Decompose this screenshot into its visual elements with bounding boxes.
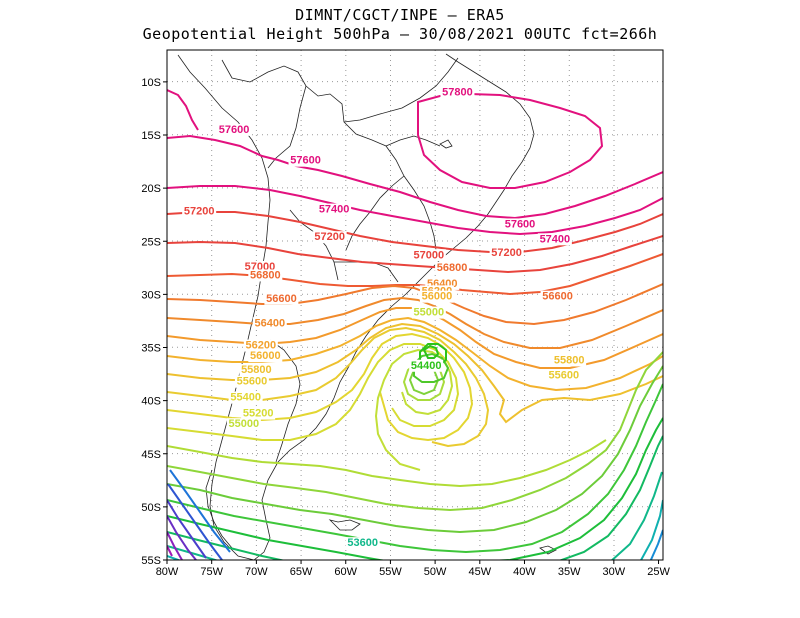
lat-tick-label: 10S [141, 77, 161, 89]
contour-label: 57400 [540, 233, 571, 245]
lon-tick-label: 80W [156, 566, 179, 578]
contour-label-background [546, 369, 581, 382]
contour-label: 57600 [290, 155, 321, 167]
contour-label-background [182, 205, 217, 218]
contour-label: 54400 [411, 360, 442, 372]
contour-label-background [540, 290, 575, 303]
lat-tick-label: 35S [141, 343, 161, 355]
contour-label-background [489, 247, 524, 260]
lat-tick-label: 45S [141, 449, 161, 461]
contour-label-background [264, 292, 299, 305]
contour-label: 55000 [229, 418, 260, 430]
contour-label: 56800 [437, 262, 468, 274]
contour-label-background [411, 306, 446, 319]
lat-tick-label: 20S [141, 183, 161, 195]
contour-label: 57000 [414, 249, 445, 261]
map-title-line-1: DIMNT/CGCT/INPE – ERA5 [295, 6, 505, 24]
lat-tick-label: 25S [141, 236, 161, 248]
contour-label: 56000 [422, 291, 453, 303]
lon-tick-label: 35W [558, 566, 581, 578]
lon-tick-label: 65W [290, 566, 313, 578]
contour-label: 53600 [347, 537, 378, 549]
contour-label-background [228, 391, 263, 404]
contour-label-background [440, 86, 475, 99]
contour-label-background [317, 203, 352, 216]
contour-label: 55400 [230, 392, 261, 404]
contour-label: 57200 [491, 247, 522, 259]
lon-tick-label: 45W [468, 566, 491, 578]
contour-label: 56600 [266, 293, 297, 305]
contour-label-background [409, 359, 444, 372]
lon-tick-label: 75W [200, 566, 223, 578]
contour-label: 56400 [254, 317, 285, 329]
contour-label: 55600 [237, 376, 268, 388]
contour-label-background [288, 154, 323, 167]
lat-tick-label: 50S [141, 502, 161, 514]
contour-label-background [435, 262, 470, 274]
map-title-line-2: Geopotential Height 500hPa – 30/08/2021 … [142, 25, 658, 43]
contour-label: 56800 [250, 269, 281, 281]
contour-label-background [252, 317, 287, 330]
contour-labels: 57600 57600 57800 57600 57400 57400 57200 57200… [182, 86, 587, 550]
contour-label: 57600 [219, 124, 250, 136]
contour-label-background [503, 218, 538, 231]
latitude-axis: 10S 15S 20S 25S 30S 35S 40S 45S 50S 55S [141, 77, 167, 567]
lon-tick-label: 60W [334, 566, 357, 578]
contour-label: 55800 [554, 354, 585, 366]
lon-tick-label: 70W [245, 566, 268, 578]
contour-label: 56600 [542, 291, 573, 303]
lon-tick-label: 55W [379, 566, 402, 578]
contour-label: 56200 [246, 340, 277, 352]
lon-tick-label: 25W [647, 566, 670, 578]
lon-tick-label: 50W [424, 566, 447, 578]
graticule [167, 50, 663, 560]
contour-label: 57400 [319, 204, 350, 216]
contour-label-background [248, 350, 283, 363]
contour-label-background [243, 339, 278, 352]
contour-label-background [552, 354, 587, 367]
contour-label: 57600 [505, 218, 536, 230]
contour-label: 55000 [414, 307, 445, 319]
contour-label-background [239, 364, 274, 376]
contour-label-background [241, 407, 276, 420]
longitude-axis: 80W 75W 70W 65W 60W 55W 50W 45W 40W 35W 30W 25W [156, 560, 670, 578]
contour-label-background [537, 233, 572, 246]
contour-label-background [226, 418, 261, 431]
contour-label: 57800 [442, 87, 473, 99]
lat-tick-label: 55S [141, 555, 161, 567]
lat-tick-label: 30S [141, 289, 161, 301]
contour-label-background [411, 249, 446, 262]
contour-label-background [234, 375, 269, 388]
contour-label: 55600 [549, 369, 580, 381]
contour-label-background [248, 269, 283, 282]
lon-tick-label: 30W [603, 566, 626, 578]
contour-label-background [345, 537, 380, 550]
lat-tick-label: 40S [141, 396, 161, 408]
contour-label: 57200 [184, 206, 215, 218]
contour-label-background [217, 123, 252, 136]
contour-label-background [419, 290, 454, 303]
map-frame [166, 49, 664, 561]
contour-label: 55200 [243, 408, 274, 420]
lon-tick-label: 40W [513, 566, 536, 578]
contour-label: 55800 [241, 364, 272, 376]
contour-label: 57200 [314, 231, 345, 243]
contour-label-background [312, 231, 347, 244]
lat-tick-label: 15S [141, 130, 161, 142]
contour-label: 56000 [250, 350, 281, 362]
